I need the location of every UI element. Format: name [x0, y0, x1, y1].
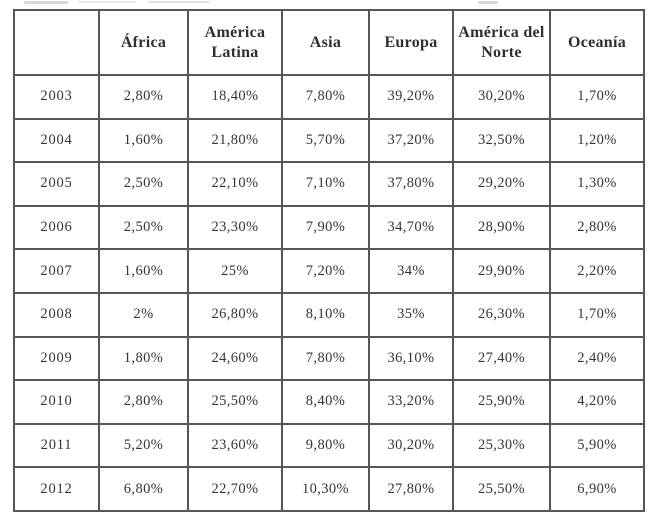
europa-value: 34%: [368, 248, 454, 294]
asia-value: 7,80%: [281, 335, 370, 382]
africa-value: 1,60%: [98, 117, 189, 164]
table-row-2010: 2010 2,80% 25,50% 8,40% 33,20% 25,90% 4,…: [13, 379, 645, 425]
year-cell: 2009: [13, 335, 100, 382]
header-america-del-norte: América del Norte: [452, 9, 551, 76]
america-del-norte-value: 30,20%: [452, 74, 551, 120]
year-cell: 2008: [13, 291, 100, 338]
america-latina-value: 22,70%: [187, 466, 283, 512]
cropped-text-remnant: [78, 1, 136, 3]
year-cell: 2012: [13, 466, 100, 512]
america-latina-value: 21,80%: [187, 117, 283, 164]
table-row-2005: 2005 2,50% 22,10% 7,10% 37,80% 29,20% 1,…: [13, 161, 645, 207]
oceania-value: 1,30%: [549, 161, 645, 207]
year-cell: 2007: [13, 248, 100, 294]
europa-value: 39,20%: [368, 74, 454, 120]
africa-value: 5,20%: [98, 422, 189, 469]
asia-value: 10,30%: [281, 466, 370, 512]
america-del-norte-value: 28,90%: [452, 204, 551, 251]
africa-value: 1,60%: [98, 248, 189, 294]
oceania-value: 5,90%: [549, 422, 645, 469]
table-row-2009: 2009 1,80% 24,60% 7,80% 36,10% 27,40% 2,…: [13, 335, 645, 382]
europa-value: 37,20%: [368, 117, 454, 164]
africa-value: 2%: [98, 291, 189, 338]
asia-value: 8,10%: [281, 291, 370, 338]
africa-value: 6,80%: [98, 466, 189, 512]
table-row-2008: 2008 2% 26,80% 8,10% 35% 26,30% 1,70%: [13, 291, 645, 338]
asia-value: 9,80%: [281, 422, 370, 469]
asia-value: 5,70%: [281, 117, 370, 164]
america-latina-value: 18,40%: [187, 74, 283, 120]
africa-value: 1,80%: [98, 335, 189, 382]
europa-value: 35%: [368, 291, 454, 338]
oceania-value: 2,40%: [549, 335, 645, 382]
asia-value: 7,10%: [281, 161, 370, 207]
america-latina-value: 25%: [187, 248, 283, 294]
oceania-value: 2,80%: [549, 204, 645, 251]
america-del-norte-value: 32,50%: [452, 117, 551, 164]
oceania-value: 1,70%: [549, 74, 645, 120]
header-america-latina: América Latina: [187, 9, 283, 76]
table-row-2012: 2012 6,80% 22,70% 10,30% 27,80% 25,50% 6…: [13, 466, 645, 512]
america-latina-value: 23,30%: [187, 204, 283, 251]
header-europa: Europa: [368, 9, 454, 76]
year-cell: 2003: [13, 74, 100, 120]
header-row: África América Latina Asia Europa Améric…: [13, 9, 645, 76]
africa-value: 2,80%: [98, 74, 189, 120]
cropped-text-remnant: [24, 1, 68, 4]
europa-value: 36,10%: [368, 335, 454, 382]
header-africa: África: [98, 9, 189, 76]
header-oceania: Oceanía: [549, 9, 645, 76]
europa-value: 34,70%: [368, 204, 454, 251]
africa-value: 2,80%: [98, 379, 189, 425]
africa-value: 2,50%: [98, 204, 189, 251]
continent-share-by-year-table: África América Latina Asia Europa Améric…: [13, 9, 645, 512]
year-cell: 2004: [13, 117, 100, 164]
america-latina-value: 22,10%: [187, 161, 283, 207]
america-del-norte-value: 29,20%: [452, 161, 551, 207]
america-del-norte-value: 25,90%: [452, 379, 551, 425]
america-latina-value: 23,60%: [187, 422, 283, 469]
table-row-2006: 2006 2,50% 23,30% 7,90% 34,70% 28,90% 2,…: [13, 204, 645, 251]
oceania-value: 2,20%: [549, 248, 645, 294]
asia-value: 7,20%: [281, 248, 370, 294]
asia-value: 7,80%: [281, 74, 370, 120]
america-del-norte-value: 25,30%: [452, 422, 551, 469]
africa-value: 2,50%: [98, 161, 189, 207]
europa-value: 30,20%: [368, 422, 454, 469]
oceania-value: 1,70%: [549, 291, 645, 338]
table-row-2007: 2007 1,60% 25% 7,20% 34% 29,90% 2,20%: [13, 248, 645, 294]
year-cell: 2005: [13, 161, 100, 207]
oceania-value: 4,20%: [549, 379, 645, 425]
america-del-norte-value: 27,40%: [452, 335, 551, 382]
europa-value: 37,80%: [368, 161, 454, 207]
cropped-text-remnant: [478, 1, 498, 4]
asia-value: 8,40%: [281, 379, 370, 425]
america-del-norte-value: 29,90%: [452, 248, 551, 294]
america-latina-value: 25,50%: [187, 379, 283, 425]
table-row-2011: 2011 5,20% 23,60% 9,80% 30,20% 25,30% 5,…: [13, 422, 645, 469]
oceania-value: 1,20%: [549, 117, 645, 164]
asia-value: 7,90%: [281, 204, 370, 251]
header-asia: Asia: [281, 9, 370, 76]
year-cell: 2010: [13, 379, 100, 425]
america-del-norte-value: 25,50%: [452, 466, 551, 512]
america-latina-value: 26,80%: [187, 291, 283, 338]
header-empty: [13, 9, 100, 76]
america-del-norte-value: 26,30%: [452, 291, 551, 338]
america-latina-value: 24,60%: [187, 335, 283, 382]
year-cell: 2011: [13, 422, 100, 469]
year-cell: 2006: [13, 204, 100, 251]
cropped-text-remnant: [148, 1, 210, 3]
oceania-value: 6,90%: [549, 466, 645, 512]
table-row-2004: 2004 1,60% 21,80% 5,70% 37,20% 32,50% 1,…: [13, 117, 645, 164]
europa-value: 33,20%: [368, 379, 454, 425]
table-row-2003: 2003 2,80% 18,40% 7,80% 39,20% 30,20% 1,…: [13, 74, 645, 120]
europa-value: 27,80%: [368, 466, 454, 512]
